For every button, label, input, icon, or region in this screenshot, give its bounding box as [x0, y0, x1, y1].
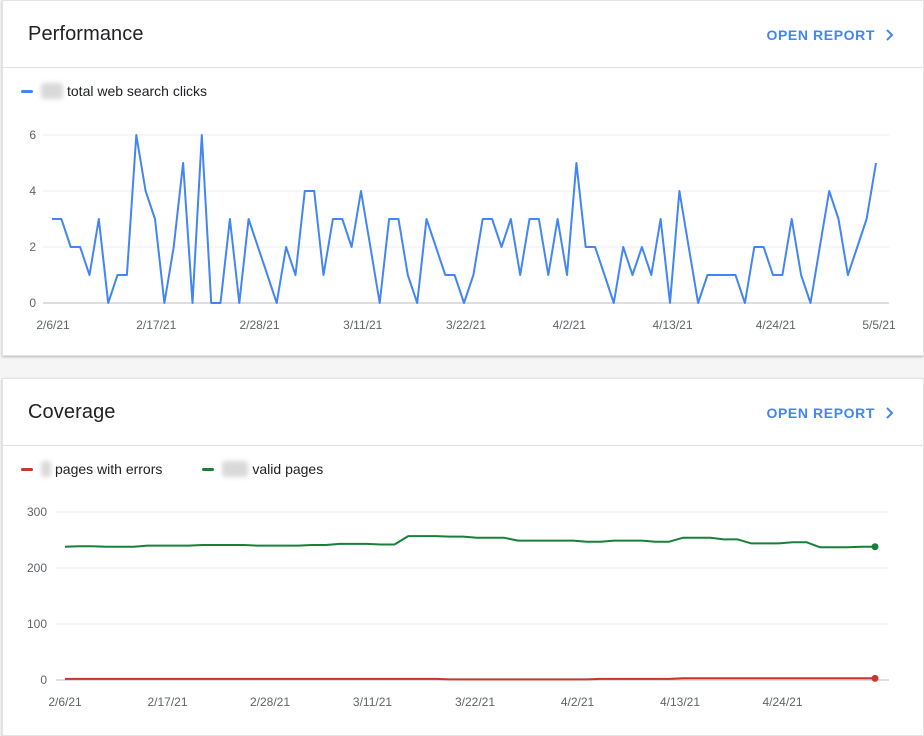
legend-item-errors[interactable]: pages with errors [21, 461, 162, 477]
coverage-header: Coverage OPEN REPORT [3, 379, 923, 446]
legend-swatch [202, 467, 215, 471]
coverage-legend: pages with errors valid pages [21, 461, 363, 477]
x-tick-label: 3/11/21 [353, 695, 392, 709]
x-tick-label: 4/2/21 [561, 695, 595, 709]
x-tick-label: 2/17/21 [136, 318, 176, 332]
x-tick-label: 3/22/21 [446, 318, 486, 332]
performance-card: Performance OPEN REPORT total web search… [2, 0, 924, 356]
redacted-count [41, 83, 63, 99]
y-tick-label: 4 [29, 184, 36, 198]
x-tick-label: 3/11/21 [343, 318, 382, 332]
chevron-right-icon [886, 29, 894, 41]
performance-title: Performance [28, 23, 144, 45]
series-end-point [871, 543, 879, 551]
performance-header: Performance OPEN REPORT [3, 1, 923, 68]
x-tick-label: 5/5/21 [862, 318, 896, 332]
legend-label: valid pages [252, 461, 324, 477]
performance-chart: 0 2 4 6 2/6/21 2/17/21 2/28/21 3/11/21 3/22/21 4/… [29, 128, 896, 332]
legend-label: total web search clicks [67, 83, 208, 99]
series-end-point [871, 674, 879, 682]
y-tick-label: 2 [29, 240, 36, 254]
x-tick-label: 3/22/21 [455, 695, 495, 709]
x-tick-label: 4/13/21 [660, 695, 700, 709]
y-tick-label: 100 [27, 617, 47, 631]
redacted-count [41, 461, 51, 477]
open-report-label: OPEN REPORT [766, 405, 875, 421]
series-line-total-web-search-clicks [52, 134, 877, 304]
x-tick-label: 2/28/21 [250, 695, 290, 709]
x-tick-label: 4/13/21 [652, 318, 692, 332]
x-tick-label: 2/17/21 [147, 695, 187, 709]
coverage-card: Coverage OPEN REPORT pages with errors v… [2, 378, 924, 736]
x-tick-label: 4/24/21 [762, 695, 802, 709]
x-tick-label: 2/6/21 [36, 318, 70, 332]
series-line-pages-with-errors [65, 677, 875, 681]
x-tick-label: 2/6/21 [48, 695, 82, 709]
legend-label: pages with errors [55, 461, 163, 477]
series-line-valid-pages [64, 535, 875, 549]
legend-swatch [21, 89, 33, 93]
redacted-count [222, 461, 249, 477]
y-tick-label: 0 [29, 296, 36, 310]
x-tick-label: 2/28/21 [239, 318, 279, 332]
legend-item-valid[interactable]: valid pages [202, 461, 323, 477]
open-report-label: OPEN REPORT [766, 27, 875, 43]
y-tick-label: 0 [40, 673, 47, 687]
coverage-chart: 0 100 200 300 2/6/21 2/17/21 2/28/21 3/11/21 3/2… [27, 505, 889, 709]
x-tick-label: 4/2/21 [553, 318, 587, 332]
coverage-title: Coverage [28, 401, 116, 423]
chevron-right-icon [886, 407, 894, 419]
legend-swatch [21, 467, 33, 471]
y-tick-label: 6 [29, 128, 36, 142]
coverage-open-report-button[interactable]: OPEN REPORT [766, 405, 895, 421]
x-tick-label: 4/24/21 [756, 318, 796, 332]
y-tick-label: 300 [27, 505, 47, 519]
legend-item-clicks[interactable]: total web search clicks [21, 83, 207, 99]
performance-legend: total web search clicks [21, 83, 247, 99]
y-tick-label: 200 [27, 561, 47, 575]
performance-open-report-button[interactable]: OPEN REPORT [766, 27, 895, 43]
